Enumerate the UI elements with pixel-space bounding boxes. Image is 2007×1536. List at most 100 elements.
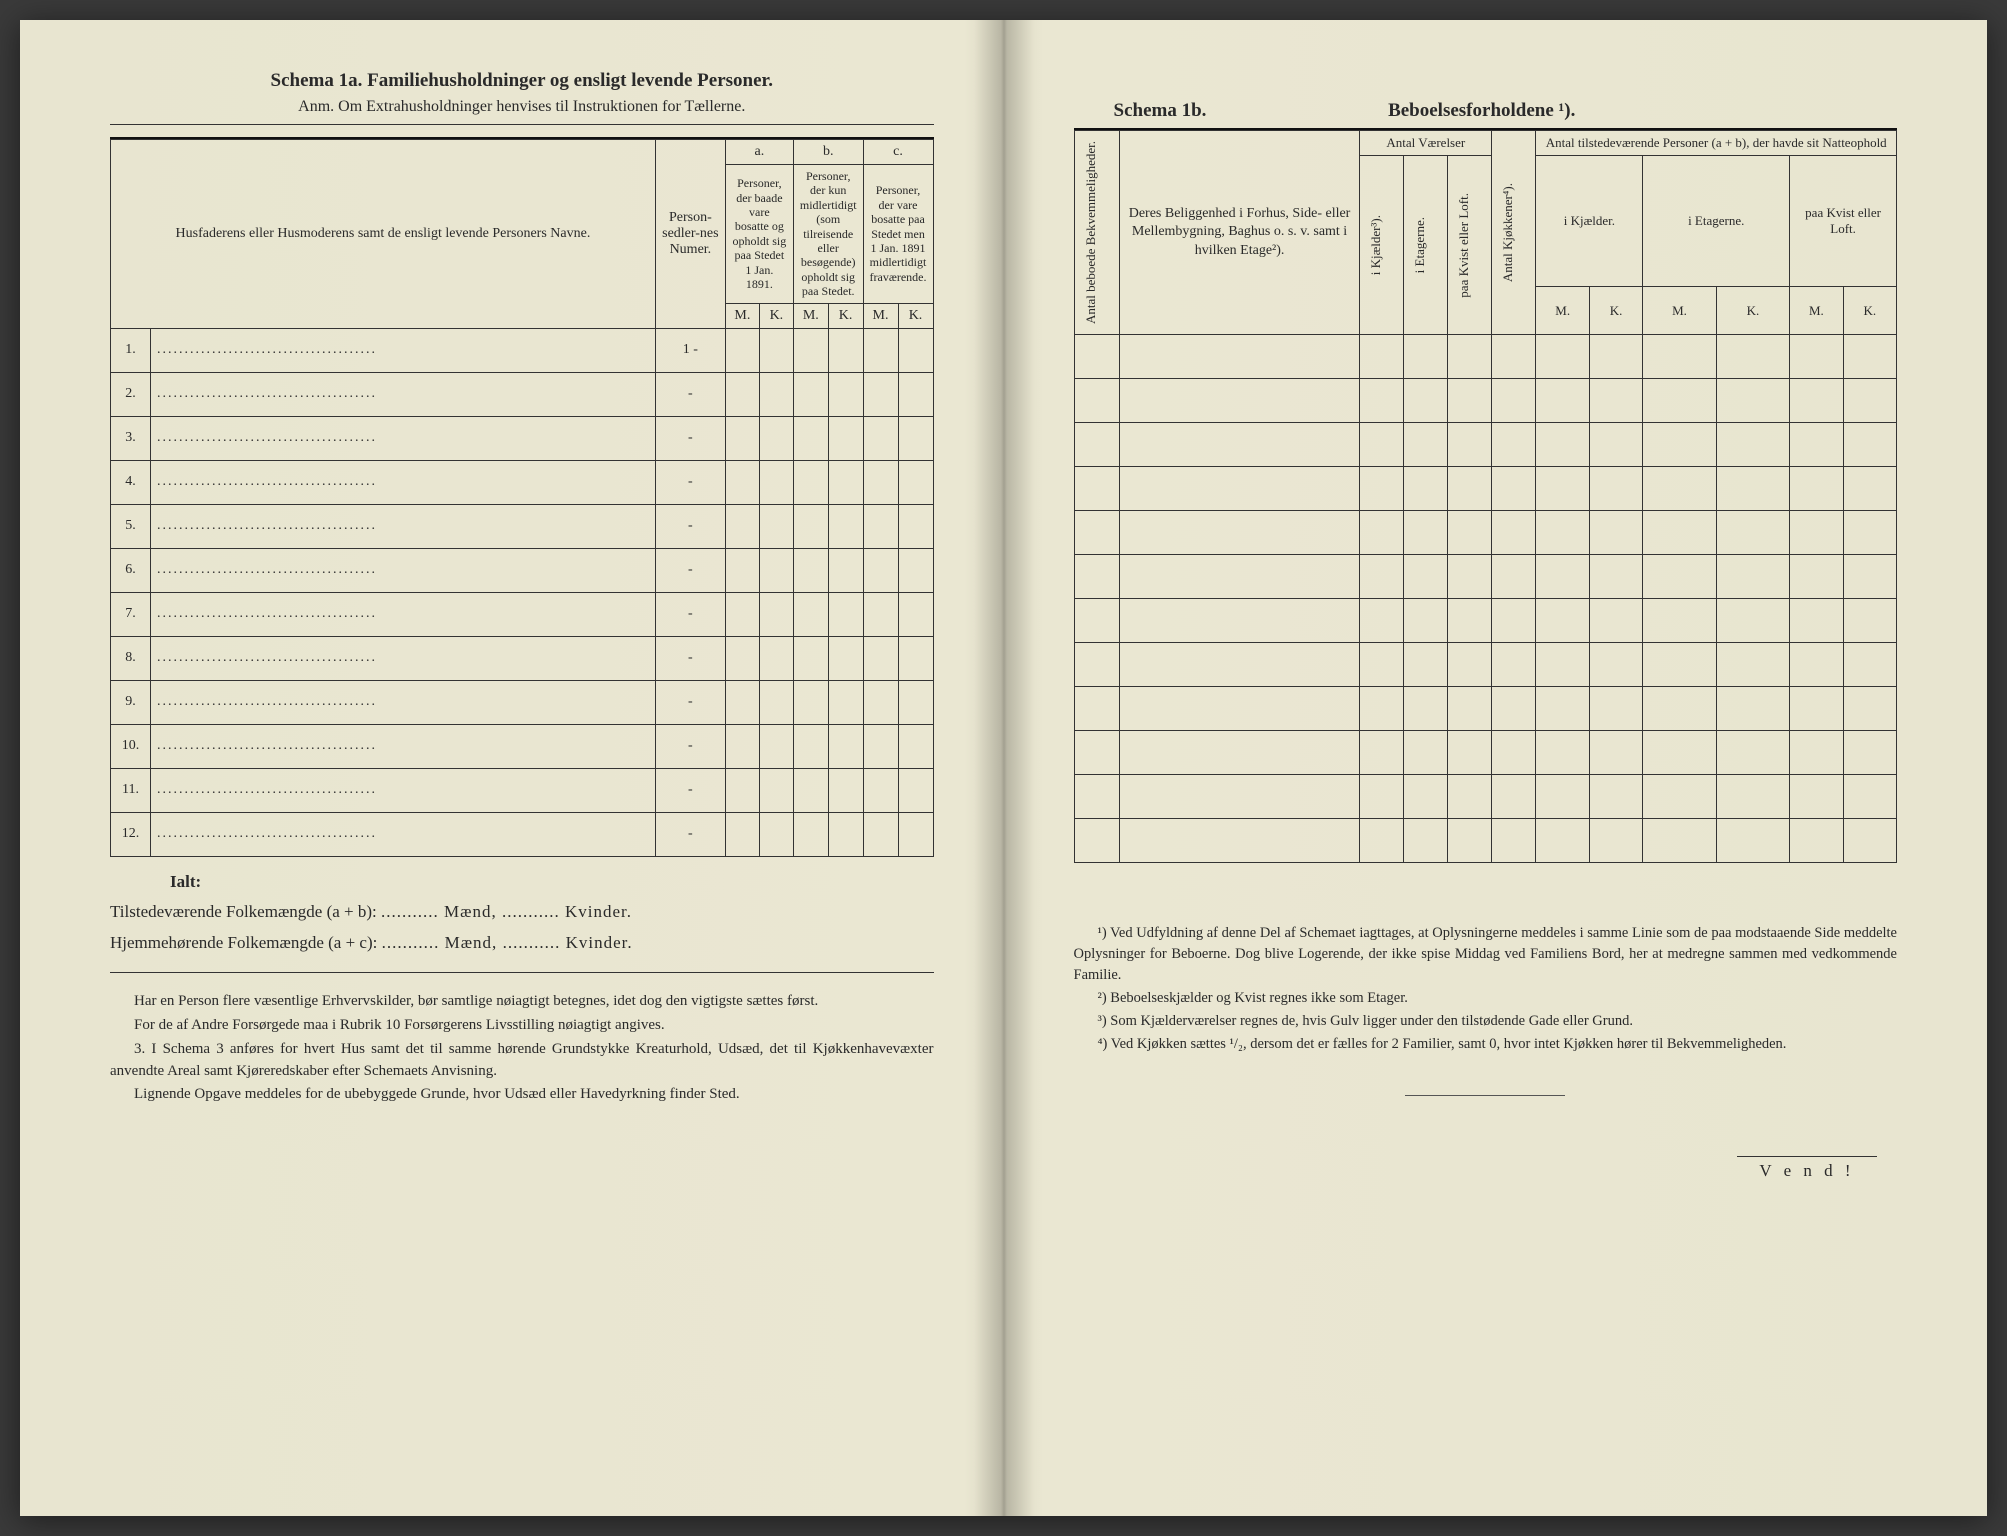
name-cell: ........................................ — [151, 768, 656, 812]
header-belig: Deres Beliggenhed i Forhus, Side- eller … — [1119, 131, 1359, 335]
table-row: 4.......................................… — [111, 460, 934, 504]
table-row — [1074, 599, 1897, 643]
table-row — [1074, 379, 1897, 423]
schema-1b-table: Antal beboede Bekvemmeligheder. Deres Be… — [1074, 130, 1898, 863]
col-k: K. — [898, 303, 933, 328]
schema-1a-subtitle: Anm. Om Extrahusholdninger henvises til … — [110, 98, 934, 116]
header-c: c. — [863, 140, 933, 165]
table-row — [1074, 335, 1897, 379]
row-number: 4. — [111, 460, 151, 504]
header-name: Husfaderens eller Husmoderens samt de en… — [111, 140, 656, 329]
table-row: 6.......................................… — [111, 548, 934, 592]
row-number: 11. — [111, 768, 151, 812]
schema-1a-title: Schema 1a. Familiehusholdninger og ensli… — [110, 70, 934, 92]
desc-c: Personer, der vare bosatte paa Stedet me… — [863, 165, 933, 304]
row-number: 3. — [111, 416, 151, 460]
table-row: 7.......................................… — [111, 592, 934, 636]
totals-line-1: Tilstedeværende Folkemængde (a + b): ...… — [110, 897, 934, 928]
v-etagerne: i Etagerne. — [1410, 211, 1430, 279]
col-k: K. — [828, 303, 863, 328]
table-row — [1074, 555, 1897, 599]
num-cell: - — [655, 504, 725, 548]
p-kvist: paa Kvist eller Loft. — [1790, 156, 1897, 287]
num-cell: - — [655, 680, 725, 724]
row-number: 1. — [111, 328, 151, 372]
num-cell: - — [655, 724, 725, 768]
header-a: a. — [725, 140, 793, 165]
row-number: 8. — [111, 636, 151, 680]
table-row: 11......................................… — [111, 768, 934, 812]
num-cell: - — [655, 460, 725, 504]
row-number: 10. — [111, 724, 151, 768]
rule — [110, 972, 934, 973]
left-page: Schema 1a. Familiehusholdninger og ensli… — [20, 20, 1004, 1516]
v-kjaelder: i Kjælder³). — [1366, 209, 1386, 281]
header-num: Person-sedler-nes Numer. — [655, 140, 725, 329]
name-cell: ........................................ — [151, 328, 656, 372]
num-cell: - — [655, 812, 725, 856]
note-paragraph: For de af Andre Forsørgede maa i Rubrik … — [110, 1015, 934, 1037]
footnote-paragraph: ²) Beboelseskjælder og Kvist regnes ikke… — [1074, 988, 1898, 1009]
table-row: 12......................................… — [111, 812, 934, 856]
right-footnotes: ¹) Ved Udfyldning af denne Del af Schema… — [1074, 923, 1898, 1055]
num-cell: - — [655, 636, 725, 680]
table-row — [1074, 819, 1897, 863]
name-cell: ........................................ — [151, 372, 656, 416]
name-cell: ........................................ — [151, 460, 656, 504]
num-cell: - — [655, 592, 725, 636]
row-number: 9. — [111, 680, 151, 724]
name-cell: ........................................ — [151, 724, 656, 768]
p-etag: i Etagerne. — [1643, 156, 1790, 287]
name-cell: ........................................ — [151, 548, 656, 592]
header-b: b. — [793, 140, 863, 165]
col-m: M. — [725, 303, 759, 328]
right-page: Schema 1b. Beboelsesforholdene ¹). Antal… — [1004, 20, 1988, 1516]
table-row: 8.......................................… — [111, 636, 934, 680]
note-paragraph: Lignende Opgave meddeles for de ubebygge… — [110, 1084, 934, 1106]
name-cell: ........................................ — [151, 592, 656, 636]
name-cell: ........................................ — [151, 504, 656, 548]
table-row — [1074, 687, 1897, 731]
v-kvist: paa Kvist eller Loft. — [1454, 187, 1474, 304]
num-cell: 1 - — [655, 328, 725, 372]
table-row: 1.......................................… — [111, 328, 934, 372]
header-kjokken: Antal Kjøkkener⁴). — [1498, 177, 1518, 288]
totals-block: Ialt: Tilstedeværende Folkemængde (a + b… — [110, 867, 934, 959]
name-cell: ........................................ — [151, 812, 656, 856]
col-k: K. — [759, 303, 793, 328]
totals-line-2: Hjemmehørende Folkemængde (a + c): .....… — [110, 928, 934, 959]
table-row: 9.......................................… — [111, 680, 934, 724]
desc-b: Personer, der kun midlertidigt (som tilr… — [793, 165, 863, 304]
row-number: 2. — [111, 372, 151, 416]
table-row — [1074, 467, 1897, 511]
table-row — [1074, 511, 1897, 555]
header-personer: Antal tilstedeværende Personer (a + b), … — [1536, 131, 1897, 156]
row-number: 12. — [111, 812, 151, 856]
note-paragraph: Har en Person flere væsentlige Erhvervsk… — [110, 991, 934, 1013]
schema-1b-title: Schema 1b. Beboelsesforholdene ¹). — [1074, 100, 1898, 122]
footnote-paragraph: ³) Som Kjælderværelser regnes de, hvis G… — [1074, 1011, 1898, 1032]
num-cell: - — [655, 372, 725, 416]
name-cell: ........................................ — [151, 680, 656, 724]
table-row: 2.......................................… — [111, 372, 934, 416]
document-spread: Schema 1a. Familiehusholdninger og ensli… — [20, 20, 1987, 1516]
table-row — [1074, 423, 1897, 467]
header-bekv: Antal beboede Bekvemmeligheder. — [1081, 135, 1101, 330]
footnote-paragraph: ⁴) Ved Kjøkken sættes ¹/₂, dersom det er… — [1074, 1034, 1898, 1055]
header-vaerelser: Antal Værelser — [1360, 131, 1492, 156]
row-number: 7. — [111, 592, 151, 636]
name-cell: ........................................ — [151, 416, 656, 460]
num-cell: - — [655, 768, 725, 812]
table-row — [1074, 643, 1897, 687]
note-paragraph: 3. I Schema 3 anføres for hvert Hus samt… — [110, 1039, 934, 1083]
num-cell: - — [655, 548, 725, 592]
table-row — [1074, 775, 1897, 819]
p-kjael: i Kjælder. — [1536, 156, 1643, 287]
desc-a: Personer, der baade vare bosatte og opho… — [725, 165, 793, 304]
vend-label: V e n d ! — [1074, 1156, 1898, 1181]
rule — [110, 124, 934, 125]
schema-1a-table: Husfaderens eller Husmoderens samt de en… — [110, 139, 934, 857]
table-row: 3.......................................… — [111, 416, 934, 460]
row-number: 6. — [111, 548, 151, 592]
num-cell: - — [655, 416, 725, 460]
